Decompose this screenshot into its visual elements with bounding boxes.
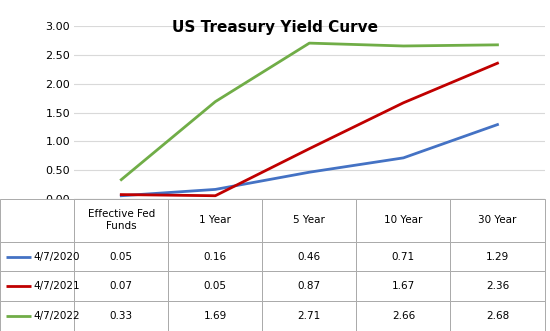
Text: 4/7/2020: 4/7/2020 <box>34 252 80 261</box>
Bar <box>356 242 450 271</box>
Bar <box>0 242 74 271</box>
Text: 5 Year: 5 Year <box>294 215 325 225</box>
Text: 0.05: 0.05 <box>110 252 133 261</box>
Text: 30 Year: 30 Year <box>478 215 516 225</box>
Text: 0.16: 0.16 <box>204 252 227 261</box>
Bar <box>168 301 262 331</box>
Bar <box>74 301 168 331</box>
Bar <box>262 199 356 242</box>
Text: 1 Year: 1 Year <box>200 215 231 225</box>
Text: US Treasury Yield Curve: US Treasury Yield Curve <box>172 20 378 35</box>
Text: 2.71: 2.71 <box>298 311 321 321</box>
Text: 0.33: 0.33 <box>109 311 133 321</box>
Text: Effective Fed
Funds: Effective Fed Funds <box>87 209 155 231</box>
Bar <box>450 242 544 271</box>
Text: 0.07: 0.07 <box>110 281 133 291</box>
Bar <box>262 301 356 331</box>
Bar <box>450 271 544 301</box>
Text: 4/7/2022: 4/7/2022 <box>34 311 80 321</box>
Text: 0.05: 0.05 <box>204 281 227 291</box>
Text: 2.68: 2.68 <box>486 311 509 321</box>
Bar <box>356 301 450 331</box>
Bar <box>0 271 74 301</box>
Bar <box>0 199 74 242</box>
Bar <box>168 271 262 301</box>
Bar <box>356 271 450 301</box>
Text: 0.87: 0.87 <box>298 281 321 291</box>
Text: 2.66: 2.66 <box>392 311 415 321</box>
Text: 1.67: 1.67 <box>392 281 415 291</box>
Text: 2.36: 2.36 <box>486 281 509 291</box>
Bar <box>450 301 544 331</box>
Text: 10 Year: 10 Year <box>384 215 422 225</box>
Bar <box>262 271 356 301</box>
Bar <box>356 199 450 242</box>
Text: 4/7/2021: 4/7/2021 <box>34 281 80 291</box>
Bar <box>450 199 544 242</box>
Bar <box>0 301 74 331</box>
Bar <box>262 242 356 271</box>
Text: 1.29: 1.29 <box>486 252 509 261</box>
Bar <box>74 271 168 301</box>
Text: 1.69: 1.69 <box>204 311 227 321</box>
Bar <box>168 199 262 242</box>
Bar <box>168 242 262 271</box>
Text: 0.46: 0.46 <box>298 252 321 261</box>
Bar <box>74 199 168 242</box>
Text: 0.71: 0.71 <box>392 252 415 261</box>
Bar <box>74 242 168 271</box>
